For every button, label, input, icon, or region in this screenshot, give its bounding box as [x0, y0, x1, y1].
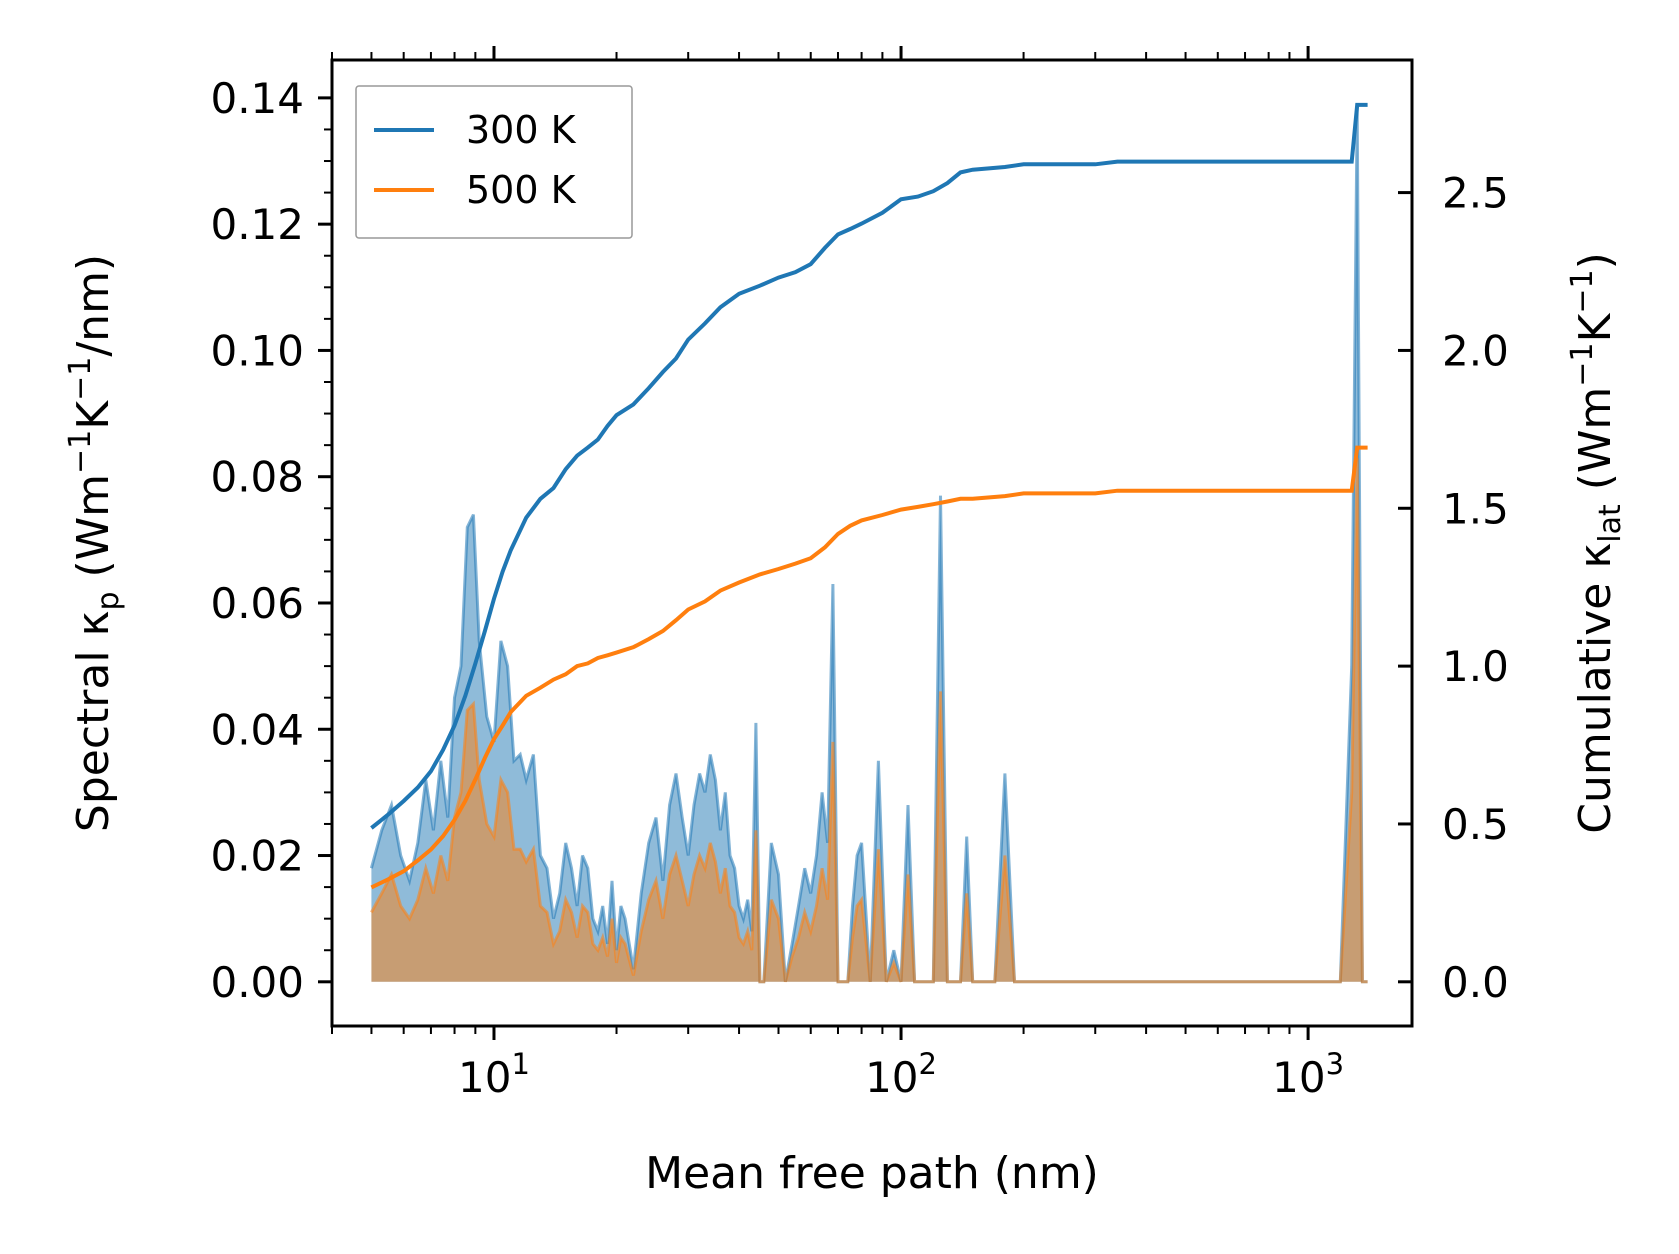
left-y-title-unit-open: (Wm [68, 474, 119, 592]
spectral-line-500k [370, 457, 1368, 984]
cumulative-line-500k [370, 445, 1368, 890]
y-left-tick-label: 0.08 [210, 453, 304, 502]
right-y-title-subscript: lat [1593, 504, 1628, 543]
y-right-tick-label: 2.0 [1442, 326, 1509, 375]
legend: 300 K 500 K [355, 85, 633, 239]
y-right-tick-label: 0.5 [1442, 800, 1509, 849]
left-y-title-superscript-2: −1 [63, 357, 98, 401]
right-y-title-prefix: Cumulative κ [1570, 543, 1621, 834]
y-left-tick-label: 0.14 [210, 74, 304, 123]
x-tick-base: 10 [458, 1053, 511, 1102]
right-y-title-unit-mid: K [1570, 312, 1621, 342]
right-y-axis-title: Cumulative κlat (Wm−1K−1) [1565, 252, 1628, 834]
y-left-tick-label: 0.10 [210, 326, 304, 375]
x-tick-exponent: 2 [919, 1047, 937, 1081]
x-tick-exponent: 1 [511, 1047, 529, 1081]
left-y-title-subscript: p [91, 591, 126, 610]
x-tick-label-100: 102 [865, 1047, 937, 1102]
cumulative-line-300k [370, 102, 1368, 830]
legend-label-500k: 500 K [466, 168, 577, 212]
spectral-fill-layer [371, 104, 1368, 982]
right-y-title-unit-close: ) [1570, 252, 1621, 269]
x-tick-base: 10 [1272, 1053, 1325, 1102]
left-y-title-prefix: Spectral κ [68, 611, 119, 833]
cumulative-line-layer [370, 102, 1368, 890]
legend-label-300k: 300 K [466, 108, 577, 152]
y-left-tick-label: 0.12 [210, 200, 304, 249]
x-tick-base: 10 [865, 1053, 918, 1102]
tick-label-layer: 101 102 1030.000.020.040.060.080.100.120.1… [210, 74, 1508, 1102]
y-right-tick-label: 2.5 [1442, 169, 1509, 218]
y-right-tick-label: 1.5 [1442, 484, 1509, 533]
x-tick-label-10: 101 [458, 1047, 530, 1102]
spectral-area-500k [371, 457, 1368, 982]
right-y-title-unit-open: (Wm [1570, 387, 1621, 505]
plot-frame [330, 58, 1414, 1028]
tick-layer [318, 46, 1412, 1040]
right-y-title-superscript-2: −1 [1565, 269, 1600, 313]
spectral-line-300k [369, 104, 1368, 984]
right-y-title-superscript-1: −1 [1565, 342, 1600, 386]
left-y-title-unit-close: /nm) [68, 254, 119, 357]
y-right-tick-label: 1.0 [1442, 642, 1509, 691]
y-left-tick-label: 0.04 [210, 705, 304, 754]
spectral-line-layer [369, 104, 1368, 984]
left-y-title-unit-mid: K [68, 400, 119, 430]
left-y-axis-title: Spectral κp (Wm−1K−1/nm) [63, 254, 126, 832]
y-left-tick-label: 0.06 [210, 579, 304, 628]
y-right-tick-label: 0.0 [1442, 958, 1509, 1007]
x-tick-label-1000: 103 [1272, 1047, 1344, 1102]
x-axis-title: Mean free path (nm) [645, 1148, 1099, 1199]
left-y-title-superscript-1: −1 [63, 430, 98, 474]
y-left-tick-label: 0.02 [210, 832, 304, 881]
legend-box [355, 85, 633, 239]
y-left-tick-label: 0.00 [210, 958, 304, 1007]
x-tick-exponent: 3 [1326, 1047, 1344, 1081]
